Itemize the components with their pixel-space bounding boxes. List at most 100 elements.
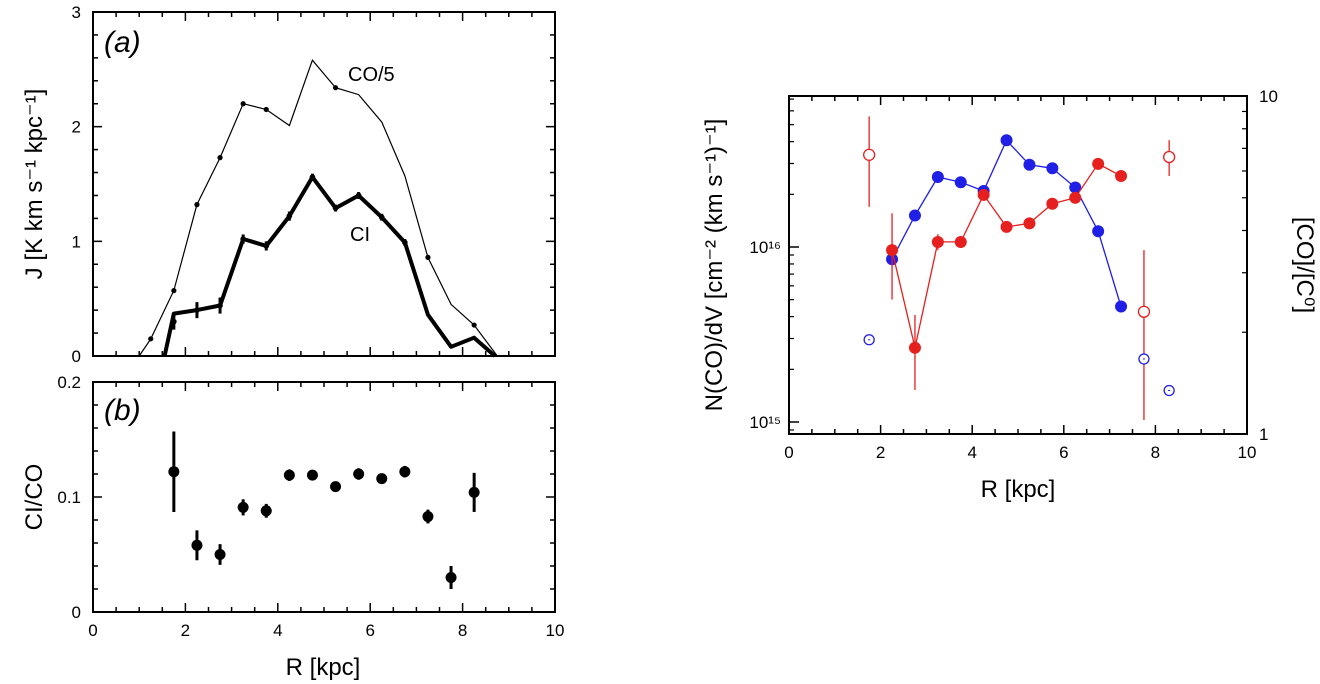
nco-data-point — [931, 171, 944, 183]
co-data-point — [263, 106, 269, 113]
co-data-point — [240, 101, 246, 107]
panel-right-y2label: [CO]/[C⁰] — [1291, 217, 1318, 313]
panel-right-x-tick-label: 0 — [784, 443, 793, 462]
panel-a-y-tick-label: 1 — [72, 232, 81, 251]
panel-b-x-tick-label: 6 — [365, 621, 374, 640]
panel-right-x-tick-label: 2 — [876, 443, 885, 462]
panel-b-x-tick-label: 4 — [273, 621, 282, 640]
ratio-data-point — [1000, 220, 1013, 233]
ci-data-point — [355, 192, 362, 199]
co-data-point — [171, 288, 177, 294]
panel-b-label: (b) — [104, 394, 141, 427]
panel-a-y-tick-label: 0 — [72, 347, 81, 366]
ratio-series-line — [891, 162, 1122, 348]
panel-b-frame — [92, 381, 556, 613]
nco-data-point — [1069, 181, 1082, 194]
panel-right-y-tick-label: 10¹⁶ — [749, 238, 781, 257]
ratio-data-point — [399, 466, 411, 478]
ratio-data-point — [908, 341, 921, 354]
panel-a-frame — [92, 11, 556, 357]
ratio-data-point — [376, 473, 388, 485]
nco-data-point — [1092, 225, 1105, 238]
panel-right-y2-tick-label: 10 — [1259, 87, 1278, 106]
ratio-data-point — [237, 501, 249, 513]
panel-a-ylabel: J [K km s⁻¹ kpc⁻¹] — [21, 89, 48, 280]
ratio-data-point — [422, 511, 434, 523]
ratio-data-point — [1069, 191, 1082, 204]
ratio-data-point — [283, 469, 295, 481]
panel-right-x-tick-label: 8 — [1151, 443, 1160, 462]
co-data-point — [148, 336, 154, 342]
ci-data-point — [402, 239, 408, 246]
ratio-data-point — [1023, 217, 1036, 230]
co-data-point — [425, 254, 431, 260]
panel-b-x-tick-label: 2 — [181, 621, 190, 640]
ci-data-point — [263, 243, 270, 249]
ci-series-line — [162, 175, 497, 358]
ratio-data-point — [886, 244, 899, 257]
panel-right-x-tick-label: 6 — [1059, 443, 1068, 462]
ratio-data-point — [260, 505, 272, 517]
panel-b-xlabel: R [kpc] — [286, 654, 361, 681]
panel-b-y-tick-label: 0.2 — [57, 373, 81, 392]
nco-data-point — [1046, 162, 1059, 175]
ratio-open-point — [863, 148, 876, 161]
co-data-point — [194, 202, 200, 208]
ratio-data-point — [168, 466, 180, 478]
panel-b-x-tick-label: 10 — [546, 621, 565, 640]
panel-a: (a) J [K km s⁻¹ kpc⁻¹] CO/5 CI 0 1 2 3 — [21, 3, 556, 366]
panel-b-x-tick-label: 8 — [458, 621, 467, 640]
panel-a-label: (a) — [104, 26, 141, 59]
ratio-data-point — [191, 539, 203, 551]
co-data-point — [217, 155, 223, 161]
nco-data-point — [1000, 134, 1013, 147]
nco-data-point — [1115, 300, 1128, 313]
ratio-open-point — [1162, 150, 1176, 164]
panel-right-y-tick-label: 10¹⁵ — [749, 413, 781, 432]
ci-data-point — [171, 318, 177, 325]
ratio-data-point — [977, 188, 990, 201]
panel-right-y2-tick-label: 1 — [1259, 425, 1268, 444]
ci-data-point — [217, 302, 223, 309]
ratio-data-point — [306, 469, 318, 481]
panel-b-x-tick-label: 0 — [88, 621, 97, 640]
panel-b-ylabel: CI/CO — [21, 464, 48, 531]
ratio-data-point — [214, 549, 226, 560]
panel-a-y-tick-label: 2 — [72, 118, 81, 137]
ci-data-point — [332, 205, 339, 211]
co-data-point — [471, 322, 477, 328]
panel-right-x-tick-label: 4 — [967, 443, 976, 462]
nco-data-point — [908, 209, 921, 222]
ratio-data-point — [353, 468, 365, 480]
panel-a-y-tick-label: 3 — [72, 3, 81, 22]
co-series-line — [138, 59, 498, 357]
ratio-data-point — [1092, 157, 1105, 170]
nco-data-point — [954, 176, 967, 189]
ratio-data-point — [954, 235, 967, 248]
ratio-data-point — [468, 486, 480, 498]
ci-data-point — [378, 214, 385, 221]
panel-right-x-tick-label: 10 — [1238, 443, 1257, 462]
panel-right: N(CO)/dV [cm⁻² (km s⁻¹)⁻¹] [CO]/[C⁰] R [… — [701, 87, 1318, 503]
co-data-point — [332, 85, 339, 91]
ci-data-point — [309, 174, 316, 180]
ratio-data-point — [445, 572, 457, 583]
ratio-open-point — [1137, 305, 1151, 318]
panel-b-y-tick-label: 0.1 — [57, 488, 81, 507]
panel-b: (b) CI/CO R [kpc] 0 2 4 6 8 10 0 0.1 0.2 — [21, 373, 564, 681]
ci-data-point — [286, 213, 293, 219]
ci-data-point — [194, 307, 200, 313]
panel-right-frame — [788, 95, 1248, 435]
ratio-data-point — [330, 481, 342, 493]
ci-data-point — [240, 236, 246, 242]
co-series-label: CO/5 — [348, 64, 395, 86]
ratio-data-point — [931, 235, 944, 248]
panel-right-ylabel: N(CO)/dV [cm⁻² (km s⁻¹)⁻¹] — [701, 119, 728, 412]
panel-right-xlabel: R [kpc] — [981, 476, 1056, 503]
ratio-data-point — [1115, 169, 1128, 182]
ratio-data-point — [1046, 197, 1059, 210]
ci-series-label: CI — [350, 224, 370, 246]
panel-b-y-tick-label: 0 — [72, 603, 81, 622]
nco-data-point — [1023, 158, 1036, 171]
